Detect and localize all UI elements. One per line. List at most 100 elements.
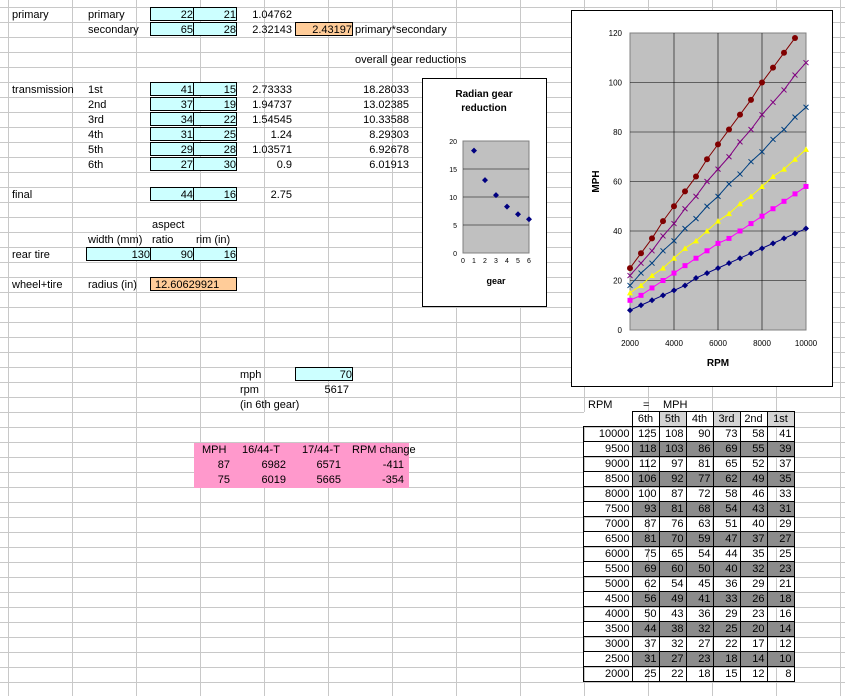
series-point [737,200,743,207]
series-point [792,34,798,41]
series-point [803,59,809,66]
pink-header: 16/44-T [242,444,280,456]
gear-b-cell[interactable]: 28 [193,142,237,156]
mph-cell: 55 [739,441,768,457]
mph-cell: 100 [631,486,660,502]
mph-cell: 59 [685,531,714,547]
gear-b-cell[interactable]: 22 [193,112,237,126]
series-point [748,250,754,257]
gear-b-cell[interactable]: 30 [193,157,237,171]
gear-a-cell[interactable]: 37 [150,97,194,111]
series-point [660,218,666,225]
secondary-b-cell[interactable]: 28 [193,22,237,36]
series-point [649,272,655,279]
series-point [781,49,787,56]
series-point [704,248,710,254]
mph-cell: 58 [712,486,741,502]
mph-cell: 86 [685,441,714,457]
small-x-label: gear [486,276,506,286]
gear-b-cell[interactable]: 25 [193,127,237,141]
gear-a-cell[interactable]: 27 [150,157,194,171]
radius-cell[interactable]: 12.60629921 [150,277,237,291]
series-point [770,240,776,247]
mph-cell: 37 [766,456,795,472]
gear-a-cell[interactable]: 34 [150,112,194,126]
mph-cell: 90 [685,426,714,442]
small-data-point [515,211,521,218]
mph-cell: 70 [658,531,687,547]
big-y-tick: 80 [613,128,622,137]
series-point [627,297,633,303]
rpm-cell: 9500 [583,441,633,457]
mph-cell: 37 [631,636,660,652]
series-point [781,198,787,204]
series-point [737,255,743,262]
gear-note: (in 6th gear) [240,399,300,411]
primary-a-cell[interactable]: 22 [150,7,194,21]
mph-cell: 31 [631,651,660,667]
tire-aspect-cell[interactable]: 90 [150,247,194,261]
mph-cell: 40 [712,561,741,577]
mph-cell: 18 [685,666,714,682]
series-point [660,233,666,239]
secondary-a-cell[interactable]: 65 [150,22,194,36]
series-point [792,156,798,162]
mph-cell: 16 [766,606,795,622]
gear-b-cell[interactable]: 19 [193,97,237,111]
radian-chart[interactable]: Radian gear reduction 0 5 10 15 20 0 1 2 3 4 5 6 gear [422,78,547,307]
primary-b-cell[interactable]: 21 [193,7,237,21]
pink-cell: 6571 [316,459,341,471]
mph-cell[interactable]: 70 [295,367,353,381]
series-point [682,205,688,212]
mph-cell: 43 [739,501,768,517]
ratio-header: ratio [152,234,174,246]
small-y-tick: 10 [449,195,457,202]
gear-overall: 13.02385 [363,99,409,111]
series-point [715,218,721,224]
mph-cell: 69 [631,561,660,577]
tire-rim-cell[interactable]: 16 [193,247,237,261]
final-a-cell[interactable]: 44 [150,187,194,201]
series-point [704,178,710,185]
gear-a-cell[interactable]: 31 [150,127,194,141]
series-point [726,260,732,267]
mph-cell: 43 [658,606,687,622]
mph-cell: 32 [739,561,768,577]
small-chart-title: Radian gear reduction [455,89,512,114]
table-row: 8500 106 92 77 62 49 35 [583,471,795,487]
final-b-cell[interactable]: 16 [193,187,237,201]
big-x-tick: 4000 [665,339,683,348]
mph-cell: 81 [685,456,714,472]
table-row: 4000 50 43 36 29 23 16 [583,606,795,622]
series-point [759,111,765,118]
mph-cell: 58 [739,426,768,442]
gear-b-cell[interactable]: 15 [193,82,237,96]
gear-a-cell[interactable]: 29 [150,142,194,156]
mph-cell: 97 [658,456,687,472]
gear-name: 4th [88,129,104,141]
mph-cell: 50 [631,606,660,622]
series-point [638,282,644,288]
rpm-cell: 3500 [583,621,633,637]
series-point [627,289,633,296]
mph-cell: 54 [658,576,687,592]
product-cell[interactable]: 2.43197 [295,22,353,36]
series-point [660,292,666,299]
gear-ratio: 1.94737 [252,99,292,111]
gear-overall: 18.28033 [363,84,409,96]
pink-header: MPH [202,444,227,456]
mph-cell: 60 [658,561,687,577]
mph-cell: 18 [712,651,741,667]
mph-cell: 56 [631,591,660,607]
rpm-mph-chart[interactable]: 2000 4000 6000 8000 10000 0 20 40 60 80 100 120 RPM M… [571,10,833,387]
mph-cell: 12 [766,636,795,652]
series-point [759,79,765,86]
tire-width-cell[interactable]: 130 [86,247,151,261]
pink-header: RPM change [352,444,416,456]
transmission-label: transmission [12,84,74,96]
rear-tire-label: rear tire [12,249,50,261]
gear-a-cell[interactable]: 41 [150,82,194,96]
series-point [781,126,787,133]
small-data-point [526,216,532,223]
series-point [693,215,699,222]
